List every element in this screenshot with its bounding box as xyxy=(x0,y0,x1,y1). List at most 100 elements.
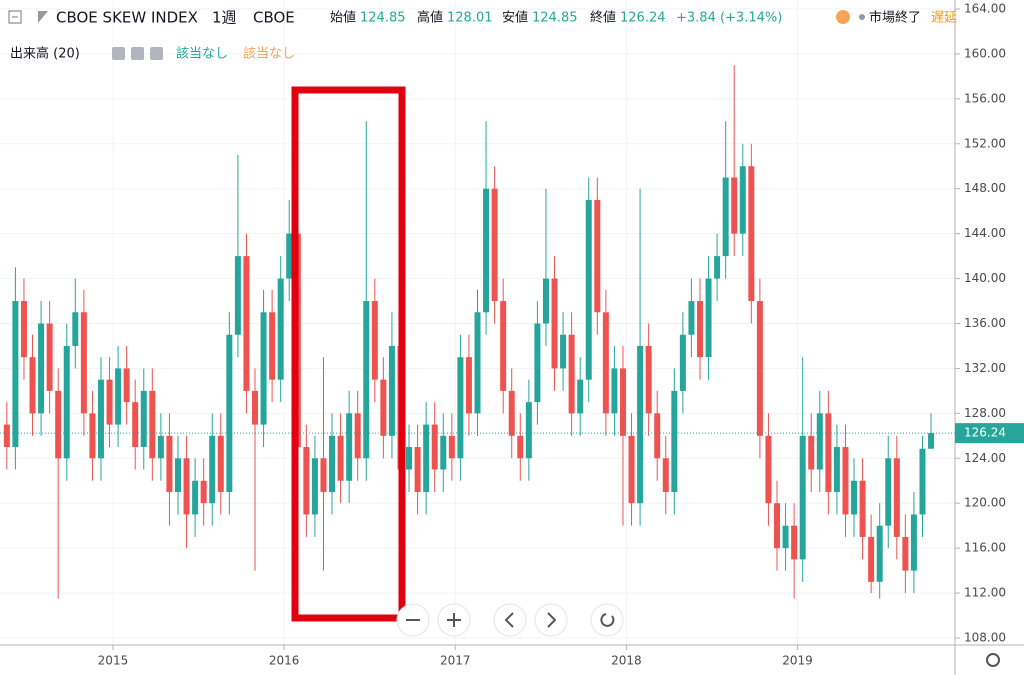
candle-body xyxy=(97,379,104,459)
candle-body xyxy=(688,301,695,335)
candle-body xyxy=(868,536,875,582)
candle-body xyxy=(910,514,917,571)
candle-body xyxy=(46,323,53,391)
ohlc-label: 始値 xyxy=(330,10,356,26)
candle-body xyxy=(859,480,866,537)
candle-body xyxy=(431,424,438,470)
candle-body xyxy=(286,233,293,279)
candle-body xyxy=(483,188,490,313)
candle-body xyxy=(748,166,755,302)
flag-icon xyxy=(38,11,48,23)
candle-body xyxy=(55,390,62,459)
ohlc-value: 126.24 xyxy=(620,11,666,26)
candle-body xyxy=(585,199,592,380)
y-tick-label: 140.00 xyxy=(964,271,1006,285)
candle-body xyxy=(140,390,147,448)
candle-body xyxy=(72,312,79,346)
candle-body xyxy=(209,435,216,504)
candle-body xyxy=(902,536,909,571)
eye-icon[interactable] xyxy=(112,47,125,60)
y-tick-label: 108.00 xyxy=(964,631,1006,645)
candle-body xyxy=(500,301,507,391)
candle-body xyxy=(457,357,464,459)
candle-body xyxy=(671,390,678,492)
candle-body xyxy=(542,278,549,324)
y-tick-label: 112.00 xyxy=(964,586,1006,600)
candle-body xyxy=(645,345,652,414)
change: +3.84 (+3.14%) xyxy=(676,11,782,26)
y-tick-label: 156.00 xyxy=(964,91,1006,105)
candle-body xyxy=(928,433,935,449)
ohlc-label: 安値 xyxy=(502,10,528,26)
candle-body xyxy=(534,323,541,403)
y-tick-label: 116.00 xyxy=(964,541,1006,555)
candle-body xyxy=(714,256,721,279)
candle-body xyxy=(63,345,70,459)
candle-body xyxy=(799,435,806,560)
candle-body xyxy=(440,435,447,470)
interval[interactable]: 1週 xyxy=(212,9,237,27)
candle-body xyxy=(371,301,378,380)
candle-body xyxy=(115,368,122,425)
candle-body xyxy=(842,447,849,515)
candle-body xyxy=(12,301,19,448)
candle-body xyxy=(474,312,481,414)
candle-body xyxy=(602,312,609,414)
candle-body xyxy=(363,301,370,459)
right-icon xyxy=(547,612,557,628)
candle-body xyxy=(654,413,661,459)
candle-body xyxy=(29,357,36,414)
candle-body xyxy=(756,301,763,436)
reset[interactable] xyxy=(590,603,624,637)
candle-body xyxy=(722,177,729,257)
candle-body xyxy=(243,256,250,391)
candle-body xyxy=(123,368,130,403)
candle-body xyxy=(380,379,387,436)
y-tick-label: 128.00 xyxy=(964,406,1006,420)
delay: 遅延 xyxy=(931,11,957,26)
settings-icon[interactable] xyxy=(131,47,144,60)
volume[interactable]: 出来高 (20) xyxy=(10,46,80,62)
ohlc-label: 高値 xyxy=(417,10,443,26)
candle-body xyxy=(20,301,27,358)
candle-body xyxy=(885,458,892,526)
collapse-icon[interactable] xyxy=(8,10,22,24)
candle-body xyxy=(628,435,635,504)
ohlc-value: 124.85 xyxy=(360,11,406,26)
candle-body xyxy=(423,424,430,492)
candle-body xyxy=(465,357,472,414)
candle-body xyxy=(260,312,267,425)
y-tick-label: 124.00 xyxy=(964,451,1006,465)
candle-body xyxy=(774,503,781,549)
highlight-box xyxy=(291,86,406,622)
ohlc-value: 128.01 xyxy=(447,11,493,26)
candle-body xyxy=(38,323,45,414)
y-tick-label: 152.00 xyxy=(964,136,1006,150)
candle-body xyxy=(226,334,233,492)
x-tick-label: 2018 xyxy=(611,654,642,668)
symbol[interactable]: CBOE SKEW INDEX xyxy=(56,9,198,27)
candle-body xyxy=(739,166,746,234)
exchange[interactable]: CBOE xyxy=(253,9,295,27)
candle-body xyxy=(414,447,421,492)
candle-body xyxy=(329,435,336,492)
x-tick-label: 2019 xyxy=(782,654,813,668)
candle-body xyxy=(132,402,139,448)
settings-gear[interactable] xyxy=(986,653,1000,667)
x-tick-label: 2016 xyxy=(269,654,300,668)
candle-body xyxy=(705,278,712,358)
y-tick-label: 120.00 xyxy=(964,496,1006,510)
candle-body xyxy=(183,458,190,515)
candle-body xyxy=(303,447,310,515)
candle-body xyxy=(594,199,601,313)
close-icon[interactable] xyxy=(150,47,163,60)
candle-body xyxy=(80,312,87,414)
candle-body xyxy=(252,390,259,425)
last-price-label: 126.24 xyxy=(964,426,1006,440)
candle-body xyxy=(354,413,361,459)
status-dot xyxy=(859,14,865,20)
candle-body xyxy=(876,525,883,582)
scroll-right[interactable] xyxy=(534,603,568,637)
candle-body xyxy=(311,458,318,515)
scroll-left[interactable] xyxy=(493,603,527,637)
